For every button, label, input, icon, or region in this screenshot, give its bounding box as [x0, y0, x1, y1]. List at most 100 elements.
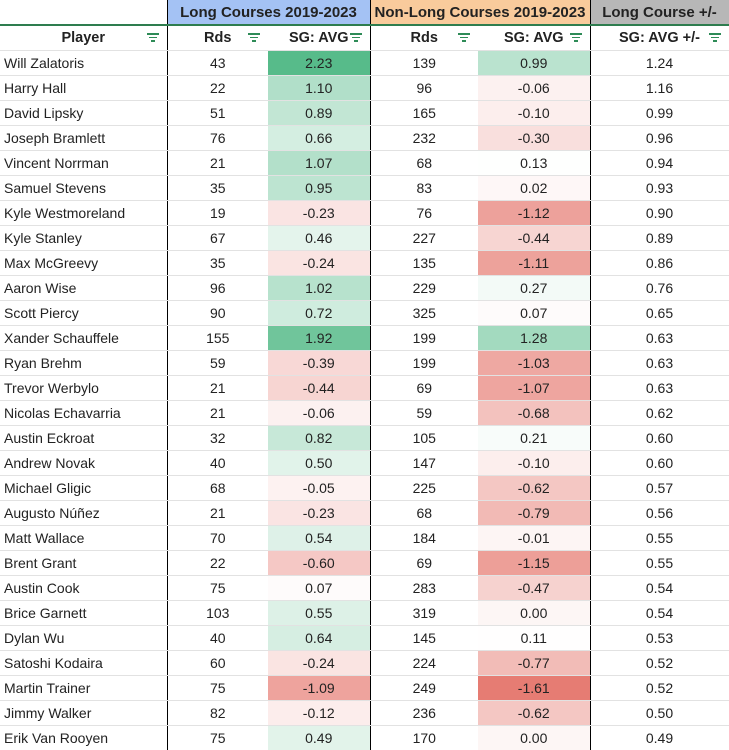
- cell-long-sg[interactable]: -0.23: [268, 200, 370, 226]
- cell-sg-diff[interactable]: 1.16: [589, 75, 729, 101]
- cell-player[interactable]: Nicolas Echavarria: [0, 400, 167, 426]
- cell-nonlong-rds[interactable]: 69: [369, 375, 478, 401]
- cell-player[interactable]: Dylan Wu: [0, 625, 167, 651]
- cell-nonlong-sg[interactable]: -0.77: [478, 650, 590, 676]
- cell-long-rds[interactable]: 40: [166, 625, 268, 651]
- filter-icon[interactable]: [248, 33, 260, 43]
- cell-nonlong-sg[interactable]: -1.03: [478, 350, 590, 376]
- cell-long-sg[interactable]: 0.46: [268, 225, 370, 251]
- cell-nonlong-rds[interactable]: 139: [369, 50, 478, 76]
- cell-nonlong-rds[interactable]: 229: [369, 275, 478, 301]
- cell-sg-diff[interactable]: 0.54: [589, 600, 729, 626]
- cell-nonlong-rds[interactable]: 225: [369, 475, 478, 501]
- cell-nonlong-rds[interactable]: 170: [369, 725, 478, 750]
- cell-long-rds[interactable]: 75: [166, 675, 268, 701]
- cell-nonlong-sg[interactable]: -0.79: [478, 500, 590, 526]
- cell-sg-diff[interactable]: 0.90: [589, 200, 729, 226]
- cell-player[interactable]: Michael Gligic: [0, 475, 167, 501]
- cell-nonlong-rds[interactable]: 236: [369, 700, 478, 726]
- cell-long-rds[interactable]: 67: [166, 225, 268, 251]
- cell-long-sg[interactable]: 0.82: [268, 425, 370, 451]
- cell-sg-diff[interactable]: 0.93: [589, 175, 729, 201]
- cell-nonlong-rds[interactable]: 69: [369, 550, 478, 576]
- cell-sg-diff[interactable]: 0.60: [589, 450, 729, 476]
- cell-nonlong-sg[interactable]: -0.10: [478, 450, 590, 476]
- cell-nonlong-rds[interactable]: 105: [369, 425, 478, 451]
- cell-player[interactable]: Max McGreevy: [0, 250, 167, 276]
- cell-player[interactable]: Andrew Novak: [0, 450, 167, 476]
- cell-nonlong-sg[interactable]: -0.10: [478, 100, 590, 126]
- cell-long-sg[interactable]: 0.89: [268, 100, 370, 126]
- filter-icon[interactable]: [146, 33, 159, 43]
- cell-player[interactable]: Augusto Núñez: [0, 500, 167, 526]
- cell-sg-diff[interactable]: 0.89: [589, 225, 729, 251]
- cell-player[interactable]: Kyle Stanley: [0, 225, 167, 251]
- cell-long-rds[interactable]: 90: [166, 300, 268, 326]
- cell-long-rds[interactable]: 43: [166, 50, 268, 76]
- cell-long-rds[interactable]: 103: [166, 600, 268, 626]
- cell-nonlong-rds[interactable]: 227: [369, 225, 478, 251]
- cell-long-rds[interactable]: 59: [166, 350, 268, 376]
- cell-nonlong-rds[interactable]: 184: [369, 525, 478, 551]
- cell-long-sg[interactable]: 0.72: [268, 300, 370, 326]
- cell-long-sg[interactable]: -0.39: [268, 350, 370, 376]
- cell-long-rds[interactable]: 75: [166, 725, 268, 750]
- cell-nonlong-sg[interactable]: -1.11: [478, 250, 590, 276]
- cell-sg-diff[interactable]: 0.49: [589, 725, 729, 750]
- cell-long-sg[interactable]: -0.60: [268, 550, 370, 576]
- cell-nonlong-rds[interactable]: 135: [369, 250, 478, 276]
- cell-nonlong-rds[interactable]: 68: [369, 500, 478, 526]
- cell-long-rds[interactable]: 96: [166, 275, 268, 301]
- cell-long-rds[interactable]: 82: [166, 700, 268, 726]
- cell-nonlong-sg[interactable]: -0.01: [478, 525, 590, 551]
- cell-nonlong-sg[interactable]: 0.02: [478, 175, 590, 201]
- cell-nonlong-sg[interactable]: 0.00: [478, 600, 590, 626]
- cell-long-rds[interactable]: 75: [166, 575, 268, 601]
- column-header-player[interactable]: Player: [0, 25, 167, 51]
- cell-player[interactable]: Satoshi Kodaira: [0, 650, 167, 676]
- cell-nonlong-sg[interactable]: -0.44: [478, 225, 590, 251]
- cell-long-sg[interactable]: 0.66: [268, 125, 370, 151]
- cell-long-rds[interactable]: 51: [166, 100, 268, 126]
- cell-long-sg[interactable]: 0.95: [268, 175, 370, 201]
- cell-long-sg[interactable]: 0.64: [268, 625, 370, 651]
- cell-player[interactable]: Xander Schauffele: [0, 325, 167, 351]
- cell-sg-diff[interactable]: 0.94: [589, 150, 729, 176]
- filter-icon[interactable]: [458, 33, 470, 43]
- column-header-long-sg[interactable]: SG: AVG: [268, 25, 370, 51]
- cell-player[interactable]: Jimmy Walker: [0, 700, 167, 726]
- cell-sg-diff[interactable]: 0.96: [589, 125, 729, 151]
- cell-sg-diff[interactable]: 0.53: [589, 625, 729, 651]
- cell-sg-diff[interactable]: 0.55: [589, 525, 729, 551]
- cell-sg-diff[interactable]: 0.63: [589, 350, 729, 376]
- cell-player[interactable]: Scott Piercy: [0, 300, 167, 326]
- cell-long-sg[interactable]: 2.23: [268, 50, 370, 76]
- filter-icon[interactable]: [569, 33, 582, 43]
- cell-nonlong-sg[interactable]: 0.11: [478, 625, 590, 651]
- cell-long-rds[interactable]: 21: [166, 500, 268, 526]
- filter-icon[interactable]: [349, 33, 362, 43]
- cell-nonlong-rds[interactable]: 199: [369, 350, 478, 376]
- column-header-nonlong-rds[interactable]: Rds: [369, 25, 478, 51]
- cell-player[interactable]: Erik Van Rooyen: [0, 725, 167, 750]
- cell-player[interactable]: Harry Hall: [0, 75, 167, 101]
- cell-long-sg[interactable]: -1.09: [268, 675, 370, 701]
- cell-nonlong-rds[interactable]: 76: [369, 200, 478, 226]
- cell-player[interactable]: Joseph Bramlett: [0, 125, 167, 151]
- cell-long-sg[interactable]: -0.24: [268, 650, 370, 676]
- cell-nonlong-rds[interactable]: 232: [369, 125, 478, 151]
- cell-sg-diff[interactable]: 0.52: [589, 650, 729, 676]
- cell-nonlong-sg[interactable]: -1.07: [478, 375, 590, 401]
- cell-player[interactable]: Aaron Wise: [0, 275, 167, 301]
- cell-nonlong-sg[interactable]: -0.68: [478, 400, 590, 426]
- cell-long-rds[interactable]: 22: [166, 550, 268, 576]
- cell-nonlong-sg[interactable]: 1.28: [478, 325, 590, 351]
- cell-sg-diff[interactable]: 0.60: [589, 425, 729, 451]
- cell-nonlong-rds[interactable]: 283: [369, 575, 478, 601]
- cell-long-sg[interactable]: 1.07: [268, 150, 370, 176]
- cell-long-rds[interactable]: 155: [166, 325, 268, 351]
- cell-long-rds[interactable]: 60: [166, 650, 268, 676]
- cell-nonlong-sg[interactable]: -1.15: [478, 550, 590, 576]
- cell-nonlong-sg[interactable]: -0.06: [478, 75, 590, 101]
- cell-long-rds[interactable]: 40: [166, 450, 268, 476]
